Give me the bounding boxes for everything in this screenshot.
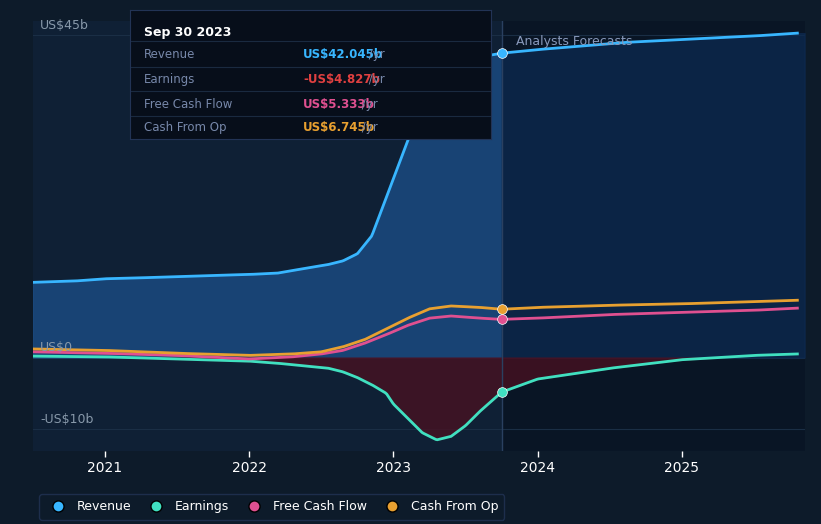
- Text: /yr: /yr: [359, 121, 378, 134]
- Text: Earnings: Earnings: [144, 73, 195, 86]
- Text: Analysts Forecasts: Analysts Forecasts: [516, 35, 632, 48]
- Bar: [33, 21, 502, 451]
- Text: Free Cash Flow: Free Cash Flow: [144, 97, 232, 111]
- Text: Revenue: Revenue: [144, 48, 195, 61]
- Text: -US$10b: -US$10b: [40, 412, 94, 425]
- Legend: Revenue, Earnings, Free Cash Flow, Cash From Op: Revenue, Earnings, Free Cash Flow, Cash …: [39, 494, 504, 520]
- Text: /yr: /yr: [365, 73, 384, 86]
- Text: US$42.045b: US$42.045b: [303, 48, 383, 61]
- Text: Past: Past: [456, 35, 487, 48]
- Text: Sep 30 2023: Sep 30 2023: [144, 26, 232, 39]
- Text: US$45b: US$45b: [40, 19, 89, 32]
- Text: US$0: US$0: [40, 341, 73, 354]
- Text: Cash From Op: Cash From Op: [144, 121, 227, 134]
- Text: -US$4.827b: -US$4.827b: [303, 73, 380, 86]
- Text: US$5.333b: US$5.333b: [303, 97, 375, 111]
- Text: US$6.745b: US$6.745b: [303, 121, 375, 134]
- Bar: [502, 21, 805, 451]
- Text: /yr: /yr: [359, 97, 378, 111]
- Text: /yr: /yr: [365, 48, 384, 61]
